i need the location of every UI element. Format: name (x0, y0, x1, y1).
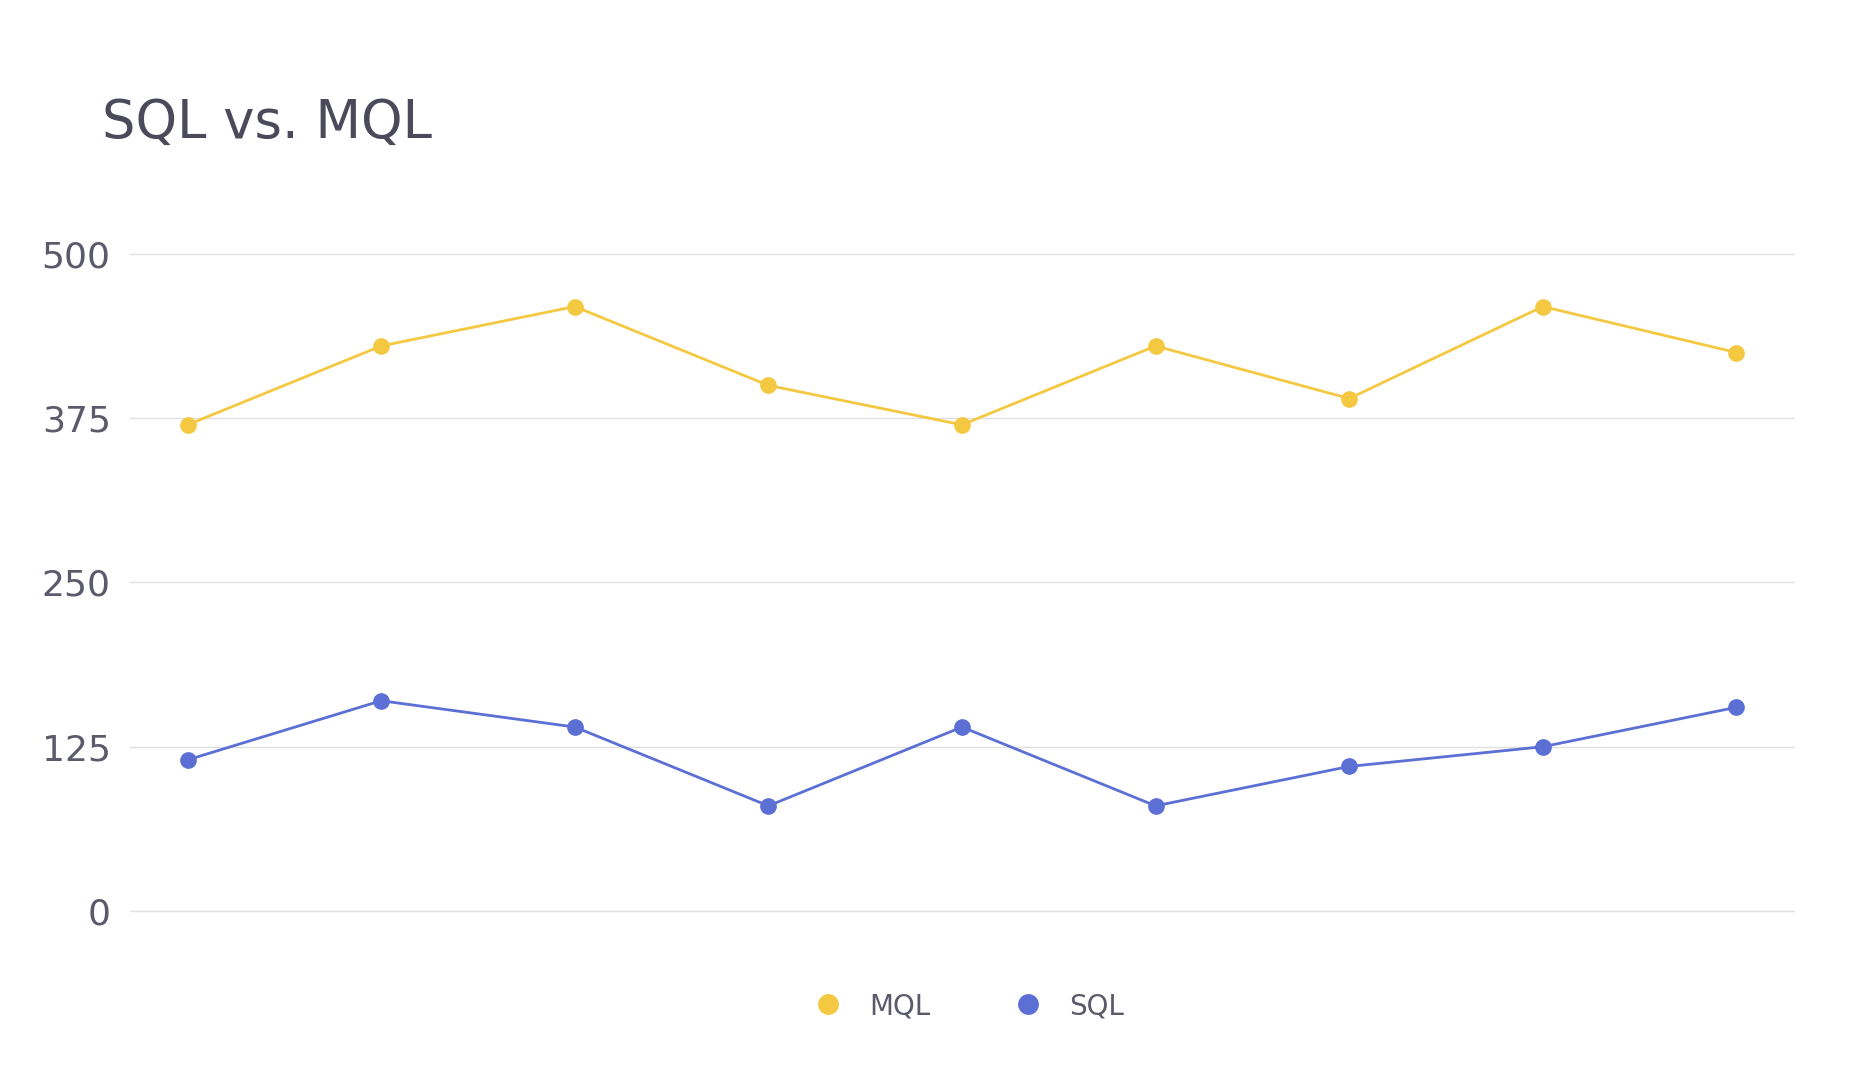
Legend: MQL, SQL: MQL, SQL (788, 981, 1136, 1031)
Text: SQL vs. MQL: SQL vs. MQL (102, 97, 431, 149)
